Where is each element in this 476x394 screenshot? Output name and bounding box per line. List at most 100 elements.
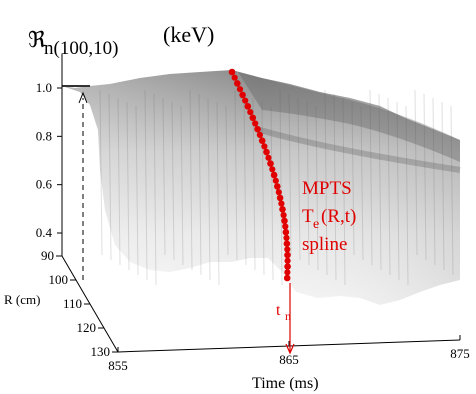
surface-streak [423,93,427,261]
temperature-surface [62,70,461,305]
spline-point [284,257,291,264]
time-axis: Time (ms) 855 865 875 [108,335,470,392]
spline-point [231,74,238,81]
spline-point [282,223,289,230]
spline-point [252,120,259,127]
z-tick-label-2: 0.6 [36,177,53,192]
tn-marker: t n [276,283,295,355]
surface-streak [234,89,238,261]
surface-streak [216,101,220,286]
surface-shading [62,70,460,305]
spline-point [279,206,286,213]
surface-ridge [259,127,461,173]
surface-streak [162,97,166,256]
r-tick-label-1: 100 [49,272,69,287]
time-tick-label-1: 865 [279,352,299,367]
annotation-te-args: (R,t) [321,206,356,227]
spline-point [284,263,291,270]
tn-arrow-head [285,343,295,355]
r-tick-label-3: 120 [77,320,97,335]
spline-point [278,200,285,207]
surface-crest [238,72,460,162]
spline-point [270,171,278,179]
surface-streak [297,97,301,261]
time-axis-label: Time (ms) [252,375,319,392]
surface-streak [99,89,103,256]
annotation-spline: spline [302,234,347,255]
surface-streak [126,101,130,271]
spline-point [275,189,282,196]
annotation-mpts: MPTS [302,178,352,199]
surface-streak [135,105,139,276]
surface-streak [189,89,193,271]
spline-point [234,80,241,87]
reference-marker [78,91,88,280]
surface-streak [252,97,256,271]
surface-streak [288,93,292,256]
z-tick-label-3: 0.4 [36,225,53,240]
spline-point [282,228,290,236]
spline-point [269,166,276,173]
surface-streak [180,105,184,266]
r-axis: R (cm) 90 100 110 120 130 [4,248,119,359]
surface-streak [243,93,247,266]
surface-streak [279,89,283,286]
surface-streak [369,89,373,266]
spline-point [283,274,291,282]
surface-streak [153,93,157,286]
spline-point [247,109,254,116]
surface-streak [261,101,265,276]
surface-streaks [99,89,454,286]
mpts-spline [228,68,291,282]
tn-label: t [276,302,281,319]
spline-point [244,103,252,110]
spline-point [283,240,291,247]
surface-streak [414,89,418,256]
spline-point [274,183,281,190]
spline-point [236,86,244,93]
surface-streak [396,101,400,281]
surface-streak [432,97,436,266]
annotation-te-subscript: e [313,217,319,232]
spline-point [254,125,261,133]
z-axis-label-unit: (keV) [163,22,214,47]
z-axis: ℜ n(100,10) (keV) 1.0 0.8 0.6 0.4 [28,22,214,256]
spline-point [283,234,290,241]
spline-point [281,217,288,225]
spline-point [258,137,266,144]
spline-point [265,154,272,161]
surface-streak [450,105,454,276]
spline-point [276,194,284,202]
surface-streak [315,105,319,271]
spline-point [261,143,268,150]
r-axis-ticks: 90 100 110 120 130 [41,248,118,359]
surface-streak [171,101,175,261]
surface-streak [360,105,364,261]
mpts-annotation: MPTS T e (R,t) spline [302,178,356,255]
surface-streak [144,89,148,281]
spline-point [280,212,287,219]
surface-streak [342,97,346,286]
annotation-te: T [302,206,314,227]
time-tick-label-0: 855 [108,358,128,373]
z-axis-ticks: 1.0 0.8 0.6 0.4 [36,80,62,240]
surface-streak [387,97,391,276]
surface-streak [108,93,112,261]
surface-streak [378,93,382,271]
surface-streak [441,101,445,271]
surface-streak [351,101,355,256]
r-tick-label-0: 90 [41,248,54,263]
surface-streak [405,105,409,286]
surface-streak [324,89,328,276]
z-axis-label-symbol: ℜ [28,27,46,52]
surface-streak [306,101,310,266]
surface-streak [207,97,211,281]
r-tick-label-2: 110 [63,296,82,311]
spline-point [284,251,291,259]
tn-label-subscript: n [285,309,291,323]
r-tick-label-4: 130 [91,344,111,359]
spline-point [249,114,257,122]
spline-point [267,160,274,167]
spline-point [284,246,291,253]
